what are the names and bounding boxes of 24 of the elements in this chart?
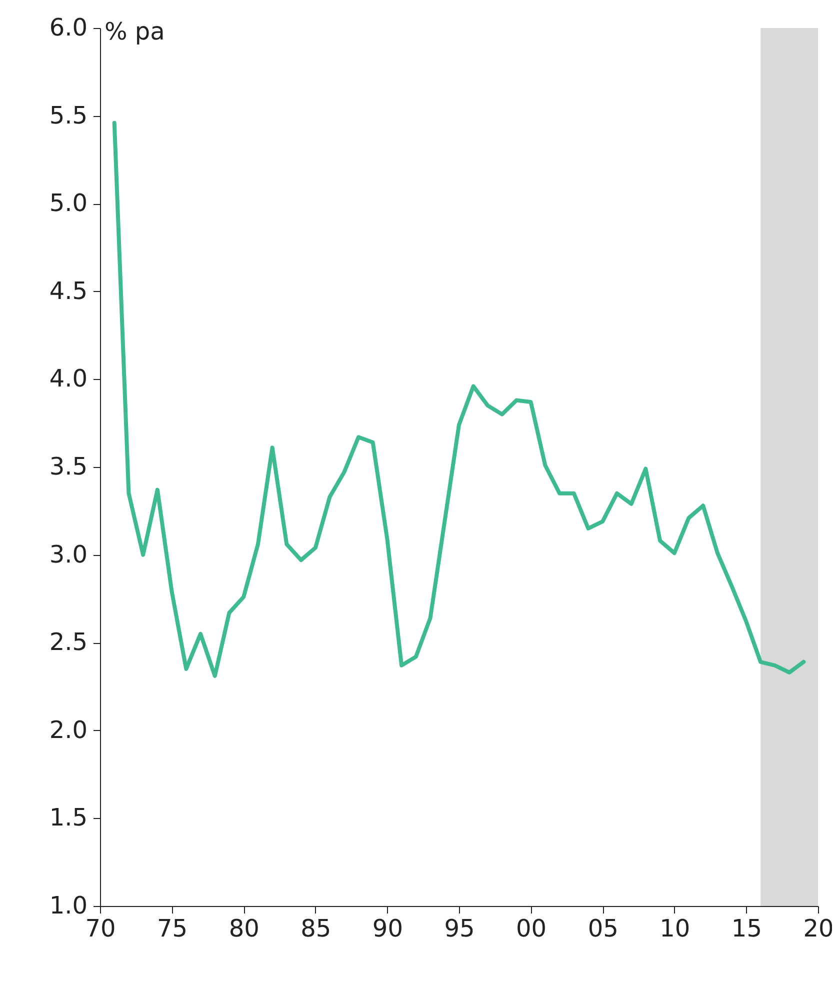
y-tick-label: 3.5 <box>49 452 88 480</box>
y-tick-label: 6.0 <box>49 14 88 42</box>
x-tick-label: 10 <box>660 914 690 942</box>
y-tick-label: 2.5 <box>49 628 88 656</box>
y-tick-label: 4.0 <box>49 364 88 393</box>
x-tick-label: 05 <box>588 914 618 942</box>
line-series <box>112 120 806 678</box>
x-tick-label: 15 <box>731 914 762 942</box>
y-axis-title: % pa <box>104 18 165 46</box>
x-tick-label: 70 <box>85 914 116 942</box>
y-tick-label: 1.0 <box>49 892 88 920</box>
y-tick-label: 1.5 <box>49 804 88 832</box>
x-tick-label: 00 <box>516 914 547 942</box>
x-tick-label: 90 <box>372 914 403 942</box>
y-tick-label: 4.5 <box>49 276 88 305</box>
x-tick-label: 20 <box>803 914 834 942</box>
y-tick-label: 3.0 <box>49 540 88 568</box>
x-tick-label: 75 <box>157 914 188 942</box>
y-tick-label: 2.0 <box>49 716 88 744</box>
x-tick-label: 80 <box>228 914 260 942</box>
y-tick-label: 5.5 <box>49 101 88 130</box>
x-tick-label: 85 <box>300 914 332 942</box>
x-tick-label: 95 <box>444 914 475 942</box>
y-tick-label: 5.0 <box>49 189 88 218</box>
